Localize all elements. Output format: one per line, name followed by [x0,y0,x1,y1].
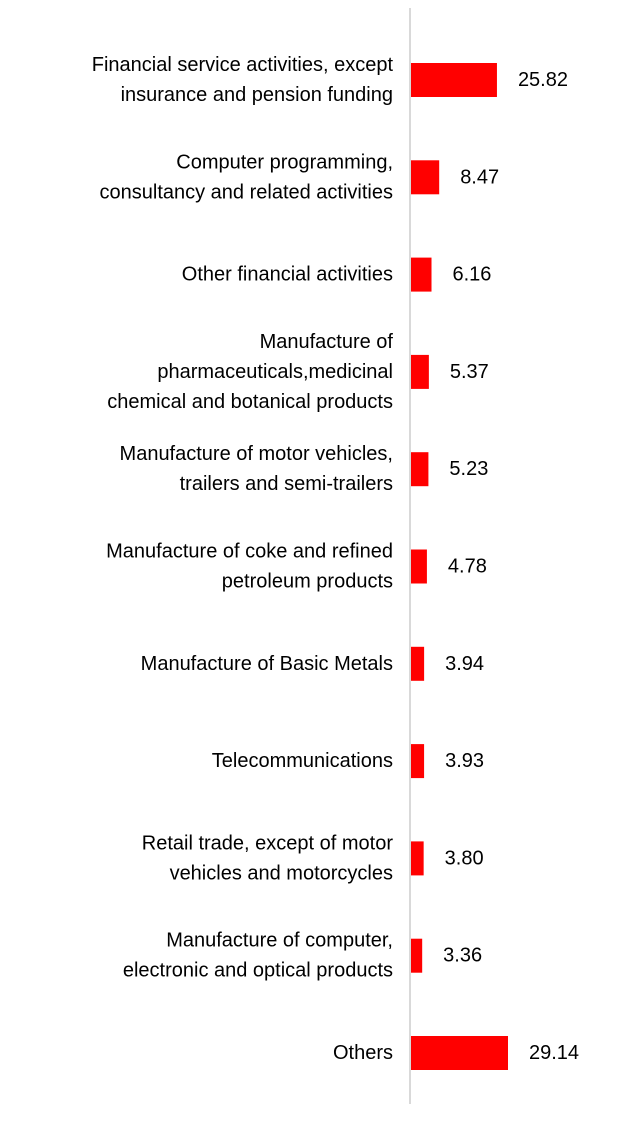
value-labels-layer: 25.82 8.47 6.16 5.37 5.23 4.78 3.94 3.93 3.80 3.3… [443,69,579,1064]
value-label-4: 5.23 [449,458,488,480]
category-label-9: Manufacture of computer, electronic and o… [123,930,393,982]
category-label-line: insurance and pension funding [121,84,393,106]
category-label-line: Manufacture of coke and refined [106,541,393,563]
category-label-2: Other financial activities [182,264,393,286]
category-label-line: Manufacture of [260,331,394,353]
category-label-line: Financial service activities, except [92,54,394,76]
category-label-0: Financial service activities, except insu… [92,54,394,106]
bar-9 [411,938,423,973]
category-label-3: Manufacture of pharmaceuticals,medicinal c… [107,331,393,413]
category-label-1: Computer programming, consultancy and rel… [100,151,394,203]
bar-8 [411,841,424,876]
category-label-line: consultancy and related activities [100,181,394,203]
bar-2 [411,257,432,292]
category-label-line: petroleum products [222,571,393,593]
bar-0 [411,63,497,97]
bars-layer [411,63,508,1070]
value-label-3: 5.37 [450,361,489,383]
category-label-7: Telecommunications [212,750,393,772]
category-label-line: vehicles and motorcycles [170,862,393,884]
category-label-line: trailers and semi-trailers [180,473,393,495]
value-label-10: 29.14 [529,1042,579,1064]
category-label-line: Manufacture of Basic Metals [141,653,393,675]
category-label-8: Retail trade, except of motor vehicles an… [142,832,394,884]
bar-3 [411,354,429,389]
bar-10 [411,1036,508,1070]
category-label-line: Computer programming, [176,151,393,173]
value-label-8: 3.80 [445,847,484,869]
category-labels-layer: Financial service activities, except insu… [92,54,394,1064]
category-label-line: Other financial activities [182,264,393,286]
category-label-line: electronic and optical products [123,960,393,982]
bar-4 [411,452,429,487]
category-label-line: Telecommunications [212,750,393,772]
category-label-6: Manufacture of Basic Metals [141,653,393,675]
category-label-line: Others [333,1042,393,1064]
category-label-10: Others [333,1042,393,1064]
category-label-line: chemical and botanical products [107,391,393,413]
value-label-5: 4.78 [448,556,487,578]
value-label-7: 3.93 [445,750,484,772]
category-label-4: Manufacture of motor vehicles, trailers a… [120,443,393,495]
bar-1 [411,160,440,195]
value-label-9: 3.36 [443,945,482,967]
category-label-line: pharmaceuticals,medicinal [157,361,393,383]
category-label-line: Retail trade, except of motor [142,832,394,854]
bar-6 [411,646,425,681]
value-label-6: 3.94 [445,653,484,675]
category-label-5: Manufacture of coke and refined petroleum… [106,541,393,593]
category-label-line: Manufacture of computer, [166,930,393,952]
value-label-2: 6.16 [453,264,492,286]
value-label-0: 25.82 [518,69,568,91]
category-label-line: Manufacture of motor vehicles, [120,443,393,465]
bar-7 [411,744,425,779]
value-label-1: 8.47 [460,166,499,188]
bar-5 [411,549,427,584]
